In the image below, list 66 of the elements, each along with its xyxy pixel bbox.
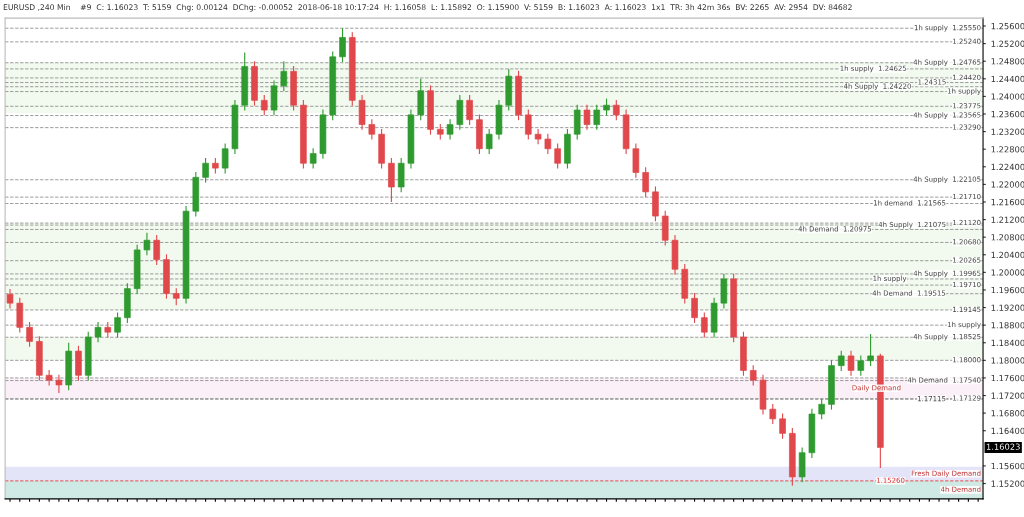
candlestick [544, 133, 552, 155]
y-tick-label: 1.23200 [991, 128, 1024, 135]
y-tick-label: 1.17600 [991, 374, 1024, 382]
y-tick-label: 1.20800 [991, 234, 1024, 241]
candlestick [143, 232, 151, 256]
candlestick [583, 104, 591, 131]
y-tick-label: 1.22400 [991, 163, 1024, 171]
candlestick [701, 311, 708, 339]
candlestick [446, 118, 454, 141]
candlestick [525, 109, 532, 141]
candlestick [221, 142, 229, 174]
candlestick [280, 60, 288, 92]
y-tick-label: 1.19600 [991, 286, 1024, 294]
candlestick [397, 157, 405, 193]
candlestick [691, 292, 698, 324]
candlestick [6, 288, 14, 309]
candlestick [534, 128, 542, 145]
y-tick-label: 1.23600 [991, 110, 1024, 118]
candlestick [55, 374, 63, 394]
candlestick [260, 94, 268, 116]
y-tick-label: 1.18400 [991, 339, 1024, 347]
candlestick [857, 354, 865, 377]
y-tick-label: 1.18800 [991, 322, 1024, 329]
candlestick [26, 321, 33, 348]
candlestick [153, 234, 160, 266]
candlestick [613, 99, 620, 121]
candlestick [309, 147, 317, 170]
candlestick [485, 128, 493, 155]
y-tick-label: 1.25600 [991, 22, 1024, 30]
candlestick [818, 398, 825, 420]
y-tick-label: 1.22800 [991, 146, 1024, 153]
candlestick [779, 413, 786, 440]
y-tick-label: 1.21600 [991, 198, 1024, 206]
y-tick-label: 1.18000 [991, 357, 1024, 364]
candlestick [593, 104, 601, 131]
candlestick [94, 321, 102, 343]
y-tick-label: 1.24000 [991, 93, 1024, 100]
y-tick-label: 1.19200 [991, 304, 1024, 311]
y-tick-label: 1.17200 [991, 392, 1024, 399]
candlestick [847, 350, 855, 377]
y-tick-label: 1.24800 [991, 58, 1024, 65]
y-tick-label: 1.20400 [991, 251, 1024, 259]
candlestick [749, 364, 757, 386]
candlestick [368, 118, 376, 141]
candlestick [114, 311, 121, 339]
y-tick-label: 1.22000 [991, 181, 1024, 188]
candlestick [466, 94, 473, 126]
candlestick [642, 166, 649, 198]
y-tick-label: 1.25200 [991, 40, 1024, 47]
candlestick [339, 27, 346, 63]
y-tick-label: 1.16400 [991, 427, 1024, 435]
candlestick [202, 157, 209, 184]
text: 1.16023 [986, 443, 1020, 450]
y-tick-label: 1.15200 [991, 480, 1024, 487]
candlestick [867, 333, 874, 367]
candlestick [632, 142, 640, 179]
candlestick [554, 142, 561, 170]
candlestick [837, 350, 845, 372]
y-tick-label: 1.16800 [991, 410, 1024, 417]
candlestick [45, 369, 53, 386]
y-tick-label: 1.24400 [991, 75, 1024, 83]
y-tick-label: 1.15600 [991, 462, 1024, 470]
candlestick [769, 403, 777, 425]
candlestick [388, 157, 395, 203]
y-tick-label: 1.21200 [991, 216, 1024, 223]
y-tick-label: 1.20000 [991, 269, 1024, 276]
